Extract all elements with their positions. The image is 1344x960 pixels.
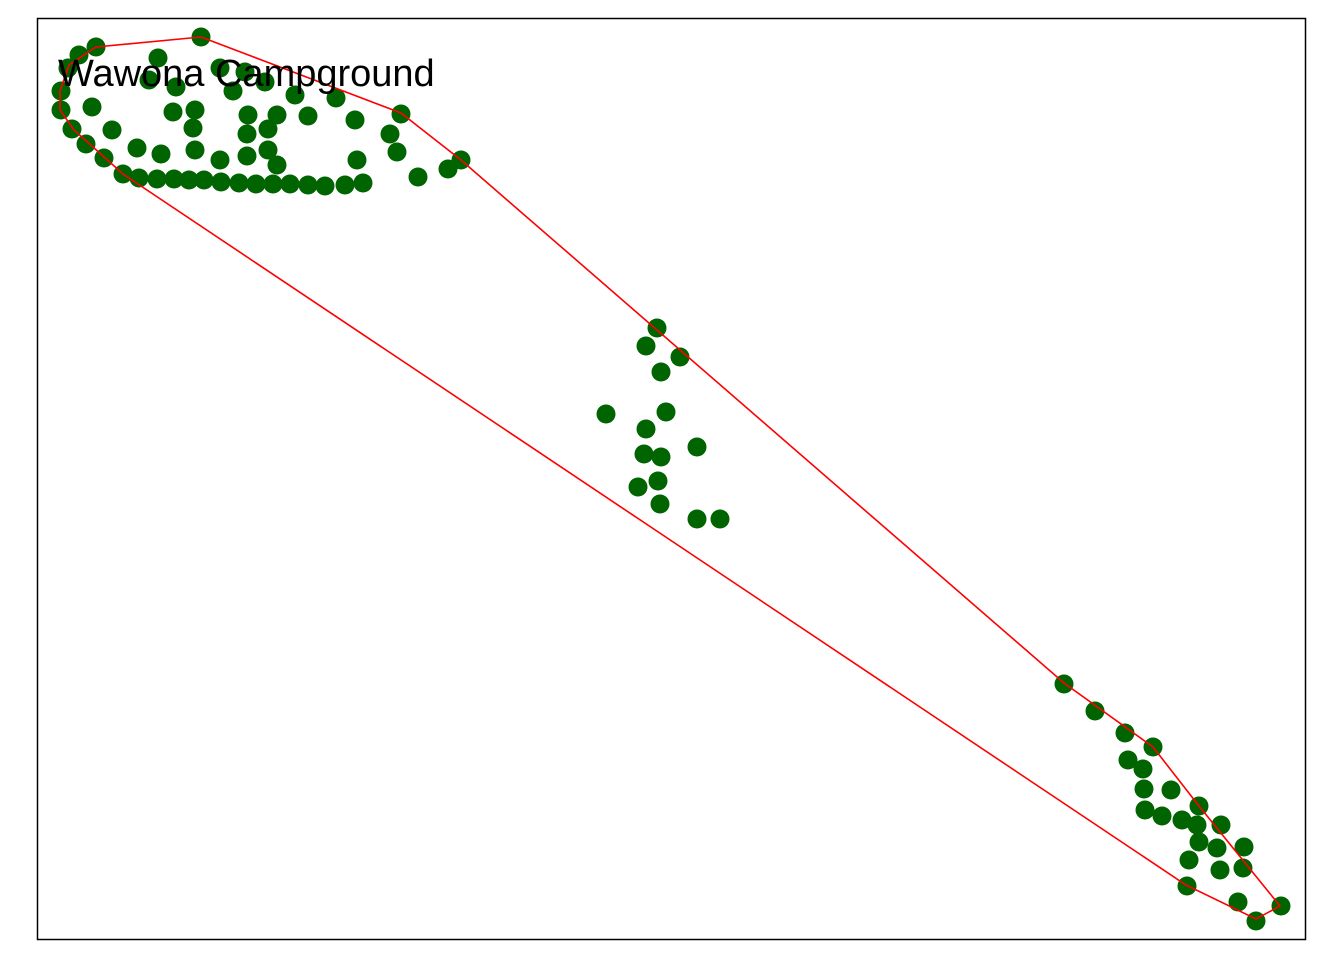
data-point-5 (148, 48, 168, 68)
data-point-46 (326, 88, 346, 108)
data-point-25 (353, 173, 373, 193)
points-layer (51, 27, 1291, 931)
data-point-14 (164, 169, 184, 189)
data-point-73 (710, 509, 730, 529)
plot-frame (36, 17, 1307, 941)
data-point-93 (1233, 858, 1253, 878)
data-point-58 (235, 62, 255, 82)
data-point-17 (211, 172, 231, 192)
data-point-34 (183, 118, 203, 138)
data-point-69 (628, 477, 648, 497)
data-point-62 (651, 362, 671, 382)
data-point-26 (139, 70, 159, 90)
data-point-31 (151, 144, 171, 164)
data-point-9 (76, 134, 96, 154)
convex-hull-line (59, 36, 1282, 920)
data-point-83 (1152, 806, 1172, 826)
data-point-86 (1187, 815, 1207, 835)
data-point-44 (285, 85, 305, 105)
data-point-87 (1211, 815, 1231, 835)
data-point-24 (335, 175, 355, 195)
data-point-75 (1085, 701, 1105, 721)
data-point-6 (51, 81, 71, 101)
data-point-7 (51, 100, 71, 120)
data-point-64 (656, 402, 676, 422)
data-point-48 (347, 150, 367, 170)
data-point-29 (102, 120, 122, 140)
data-point-79 (1133, 759, 1153, 779)
data-point-60 (636, 336, 656, 356)
data-point-16 (194, 170, 214, 190)
data-point-43 (255, 72, 275, 92)
data-point-78 (1118, 750, 1138, 770)
data-point-35 (185, 140, 205, 160)
data-point-89 (1207, 838, 1227, 858)
data-point-37 (237, 146, 257, 166)
data-point-71 (650, 494, 670, 514)
data-point-57 (210, 58, 230, 78)
data-point-54 (408, 167, 428, 187)
data-point-95 (1228, 892, 1248, 912)
data-point-53 (387, 142, 407, 162)
data-point-20 (263, 174, 283, 194)
data-point-59 (647, 318, 667, 338)
data-point-85 (1172, 810, 1192, 830)
chart-title: Wawona Campground (58, 53, 435, 95)
data-point-51 (380, 124, 400, 144)
data-point-81 (1161, 780, 1181, 800)
data-point-67 (634, 444, 654, 464)
data-point-28 (82, 97, 102, 117)
data-point-12 (129, 168, 149, 188)
data-point-91 (1234, 837, 1254, 857)
data-point-88 (1189, 832, 1209, 852)
data-point-41 (267, 105, 287, 125)
data-point-21 (280, 174, 300, 194)
data-point-72 (687, 509, 707, 529)
data-point-61 (670, 347, 690, 367)
data-point-65 (636, 419, 656, 439)
data-point-68 (651, 447, 671, 467)
data-point-36 (210, 150, 230, 170)
data-point-23 (315, 176, 335, 196)
data-point-96 (1246, 911, 1266, 931)
data-point-82 (1135, 800, 1155, 820)
data-point-70 (648, 471, 668, 491)
data-point-63 (596, 404, 616, 424)
data-point-19 (246, 174, 266, 194)
data-point-27 (166, 77, 186, 97)
data-point-50 (267, 155, 287, 175)
data-point-66 (687, 437, 707, 457)
data-point-47 (345, 110, 365, 130)
data-point-39 (238, 105, 258, 125)
data-point-42 (223, 81, 243, 101)
data-point-40 (258, 119, 278, 139)
data-point-92 (1210, 860, 1230, 880)
data-point-33 (163, 102, 183, 122)
data-point-38 (237, 124, 257, 144)
data-point-22 (298, 175, 318, 195)
data-point-3 (69, 45, 89, 65)
data-point-8 (62, 119, 82, 139)
data-point-30 (127, 138, 147, 158)
data-point-45 (298, 106, 318, 126)
data-point-90 (1179, 850, 1199, 870)
data-point-49 (258, 140, 278, 160)
data-point-80 (1134, 779, 1154, 799)
data-point-15 (179, 170, 199, 190)
data-point-13 (147, 169, 167, 189)
data-point-76 (1115, 723, 1135, 743)
data-point-18 (229, 173, 249, 193)
data-point-32 (185, 100, 205, 120)
